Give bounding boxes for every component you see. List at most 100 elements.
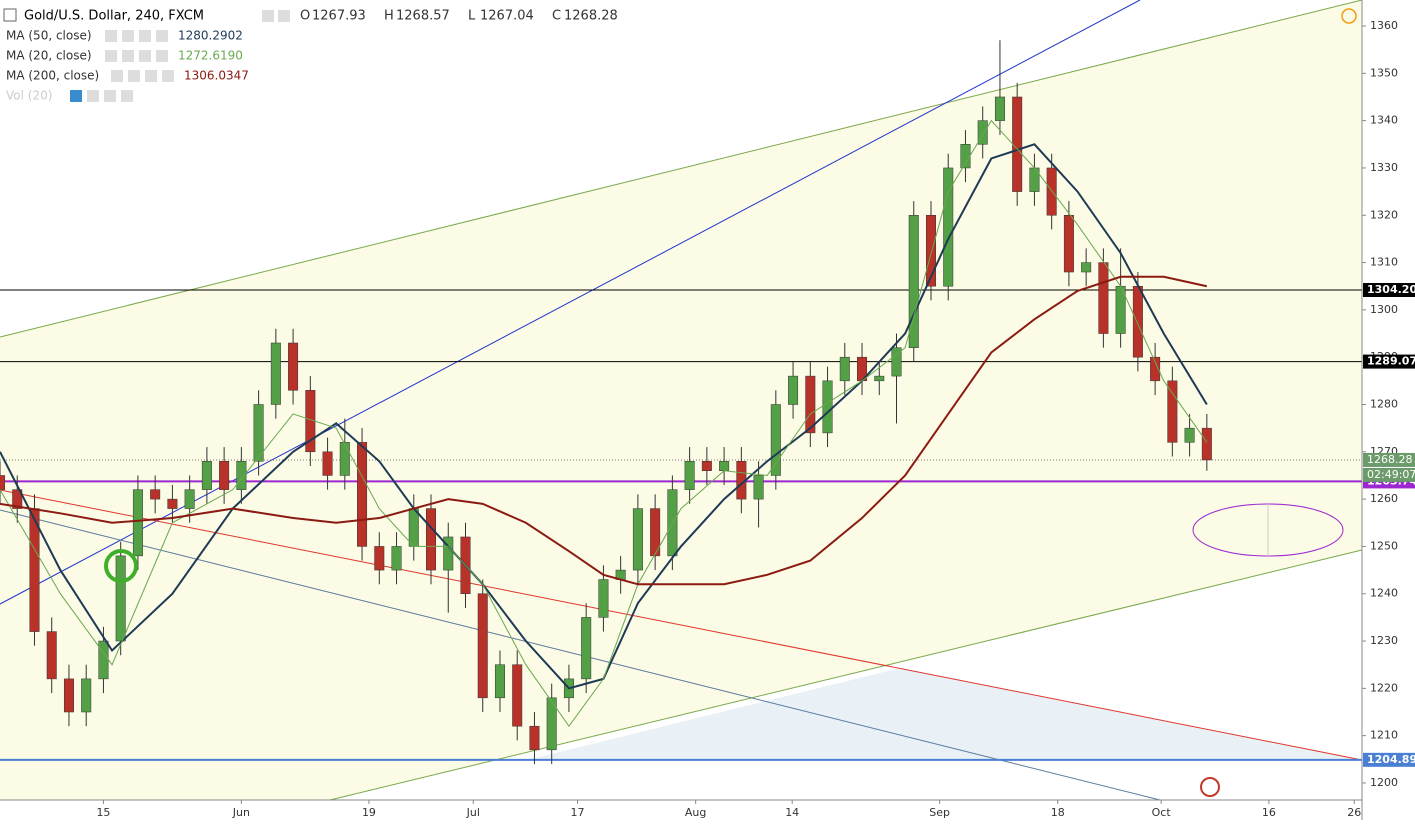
candle-body <box>81 678 92 713</box>
red-trendline <box>0 489 1363 761</box>
alert-icon[interactable] <box>1341 8 1357 24</box>
collapse-button[interactable] <box>3 8 17 22</box>
candle-body <box>253 404 264 462</box>
candle-body <box>1046 167 1057 216</box>
candle-body <box>426 508 437 571</box>
candle-body <box>512 664 523 727</box>
candle-body <box>1184 427 1195 443</box>
candle-body <box>167 498 178 509</box>
legend-button[interactable] <box>122 30 134 42</box>
y-tick-label: 1280 <box>1370 397 1398 410</box>
price-axis <box>1362 0 1415 820</box>
settings-button[interactable] <box>262 10 274 22</box>
legend-button[interactable] <box>145 70 157 82</box>
candle-body <box>115 555 126 642</box>
legend-button[interactable] <box>122 50 134 62</box>
steel-trendline <box>0 509 1161 801</box>
legend-button[interactable] <box>87 90 99 102</box>
ma-line <box>0 143 1208 690</box>
candle-body <box>701 461 712 471</box>
candle-body <box>236 461 247 490</box>
more-button[interactable] <box>278 10 290 22</box>
ohlc-key: L <box>468 9 476 24</box>
ohlc-value: 1268.28 <box>564 9 618 24</box>
legend-button[interactable] <box>111 70 123 82</box>
x-tick-label: Sep <box>929 806 950 819</box>
legend-button[interactable] <box>105 50 117 62</box>
legend-button[interactable] <box>162 70 174 82</box>
legend-name: MA (200, close) <box>6 69 99 83</box>
y-tick-label: 1350 <box>1370 66 1398 79</box>
legend-button[interactable] <box>139 30 151 42</box>
legend-button[interactable] <box>156 50 168 62</box>
x-tick-label: Jun <box>232 806 250 819</box>
candle-body <box>339 442 350 476</box>
candle-body <box>1063 215 1074 273</box>
legend-button[interactable] <box>128 70 140 82</box>
candle-body <box>960 144 971 169</box>
candle-body <box>943 167 954 287</box>
candle-body <box>598 579 609 618</box>
candle-body <box>63 678 74 713</box>
candle-body <box>805 375 816 434</box>
candle-body <box>581 617 592 680</box>
x-tick-label: Jul <box>466 806 480 819</box>
candle-body <box>874 375 885 382</box>
y-tick-label: 1300 <box>1370 303 1398 316</box>
candle-body <box>443 536 454 571</box>
y-tick-label: 1320 <box>1370 208 1398 221</box>
event-icon[interactable] <box>1200 777 1220 797</box>
y-tick-label: 1250 <box>1370 539 1398 552</box>
x-tick-label: 26 <box>1347 806 1361 819</box>
y-tick-label: 1360 <box>1370 19 1398 32</box>
x-tick-label: 19 <box>362 806 376 819</box>
candle-body <box>270 342 281 405</box>
y-tick-label: 1240 <box>1370 587 1398 600</box>
candle-body <box>908 215 919 348</box>
volume-label: Vol (20) <box>6 89 52 103</box>
chart-title: Gold/U.S. Dollar, 240, FXCM <box>24 9 204 24</box>
candle-body <box>1201 427 1212 461</box>
y-tick-label: 1230 <box>1370 634 1398 647</box>
ohlc-key: H <box>384 9 394 24</box>
shaded-triangle <box>527 668 1362 760</box>
y-tick-label: 1260 <box>1370 492 1398 505</box>
legend-button[interactable] <box>156 30 168 42</box>
legend-button[interactable] <box>105 30 117 42</box>
candle-body <box>1012 96 1023 192</box>
ohlc-value: 1268.57 <box>396 9 450 24</box>
countdown-box <box>1363 467 1415 482</box>
candle-body <box>322 451 333 476</box>
candle-body <box>219 461 230 490</box>
level-label-box <box>1363 354 1415 369</box>
ma-line <box>0 119 1208 728</box>
legend-name: MA (50, close) <box>6 29 92 43</box>
legend-button[interactable] <box>121 90 133 102</box>
y-tick-label: 1330 <box>1370 161 1398 174</box>
y-tick-label: 1340 <box>1370 114 1398 127</box>
candle-body <box>546 697 557 751</box>
x-tick-label: Oct <box>1152 806 1172 819</box>
ohlc-key: O <box>300 9 310 24</box>
legend-name: MA (20, close) <box>6 49 92 63</box>
legend-button[interactable] <box>104 90 116 102</box>
level-label: 1304.20 <box>1367 283 1415 296</box>
candle-body <box>839 356 850 382</box>
legend-button[interactable] <box>70 90 82 102</box>
x-tick-label: Aug <box>685 806 706 819</box>
y-tick-label: 1210 <box>1370 729 1398 742</box>
x-tick-label: 15 <box>96 806 110 819</box>
candle-body <box>477 593 488 699</box>
candle-body <box>494 664 505 699</box>
marks <box>0 40 1362 765</box>
candle-body <box>753 475 764 500</box>
candle-body <box>374 546 385 571</box>
circle-annotation <box>104 549 138 583</box>
candle-body <box>1132 285 1143 358</box>
legend-button[interactable] <box>139 50 151 62</box>
candle-body <box>822 380 833 434</box>
x-tick-label: 14 <box>785 806 799 819</box>
candle-body <box>1150 356 1161 382</box>
last-price-box <box>1363 452 1415 467</box>
last-price-label: 1268.28 <box>1367 453 1413 466</box>
